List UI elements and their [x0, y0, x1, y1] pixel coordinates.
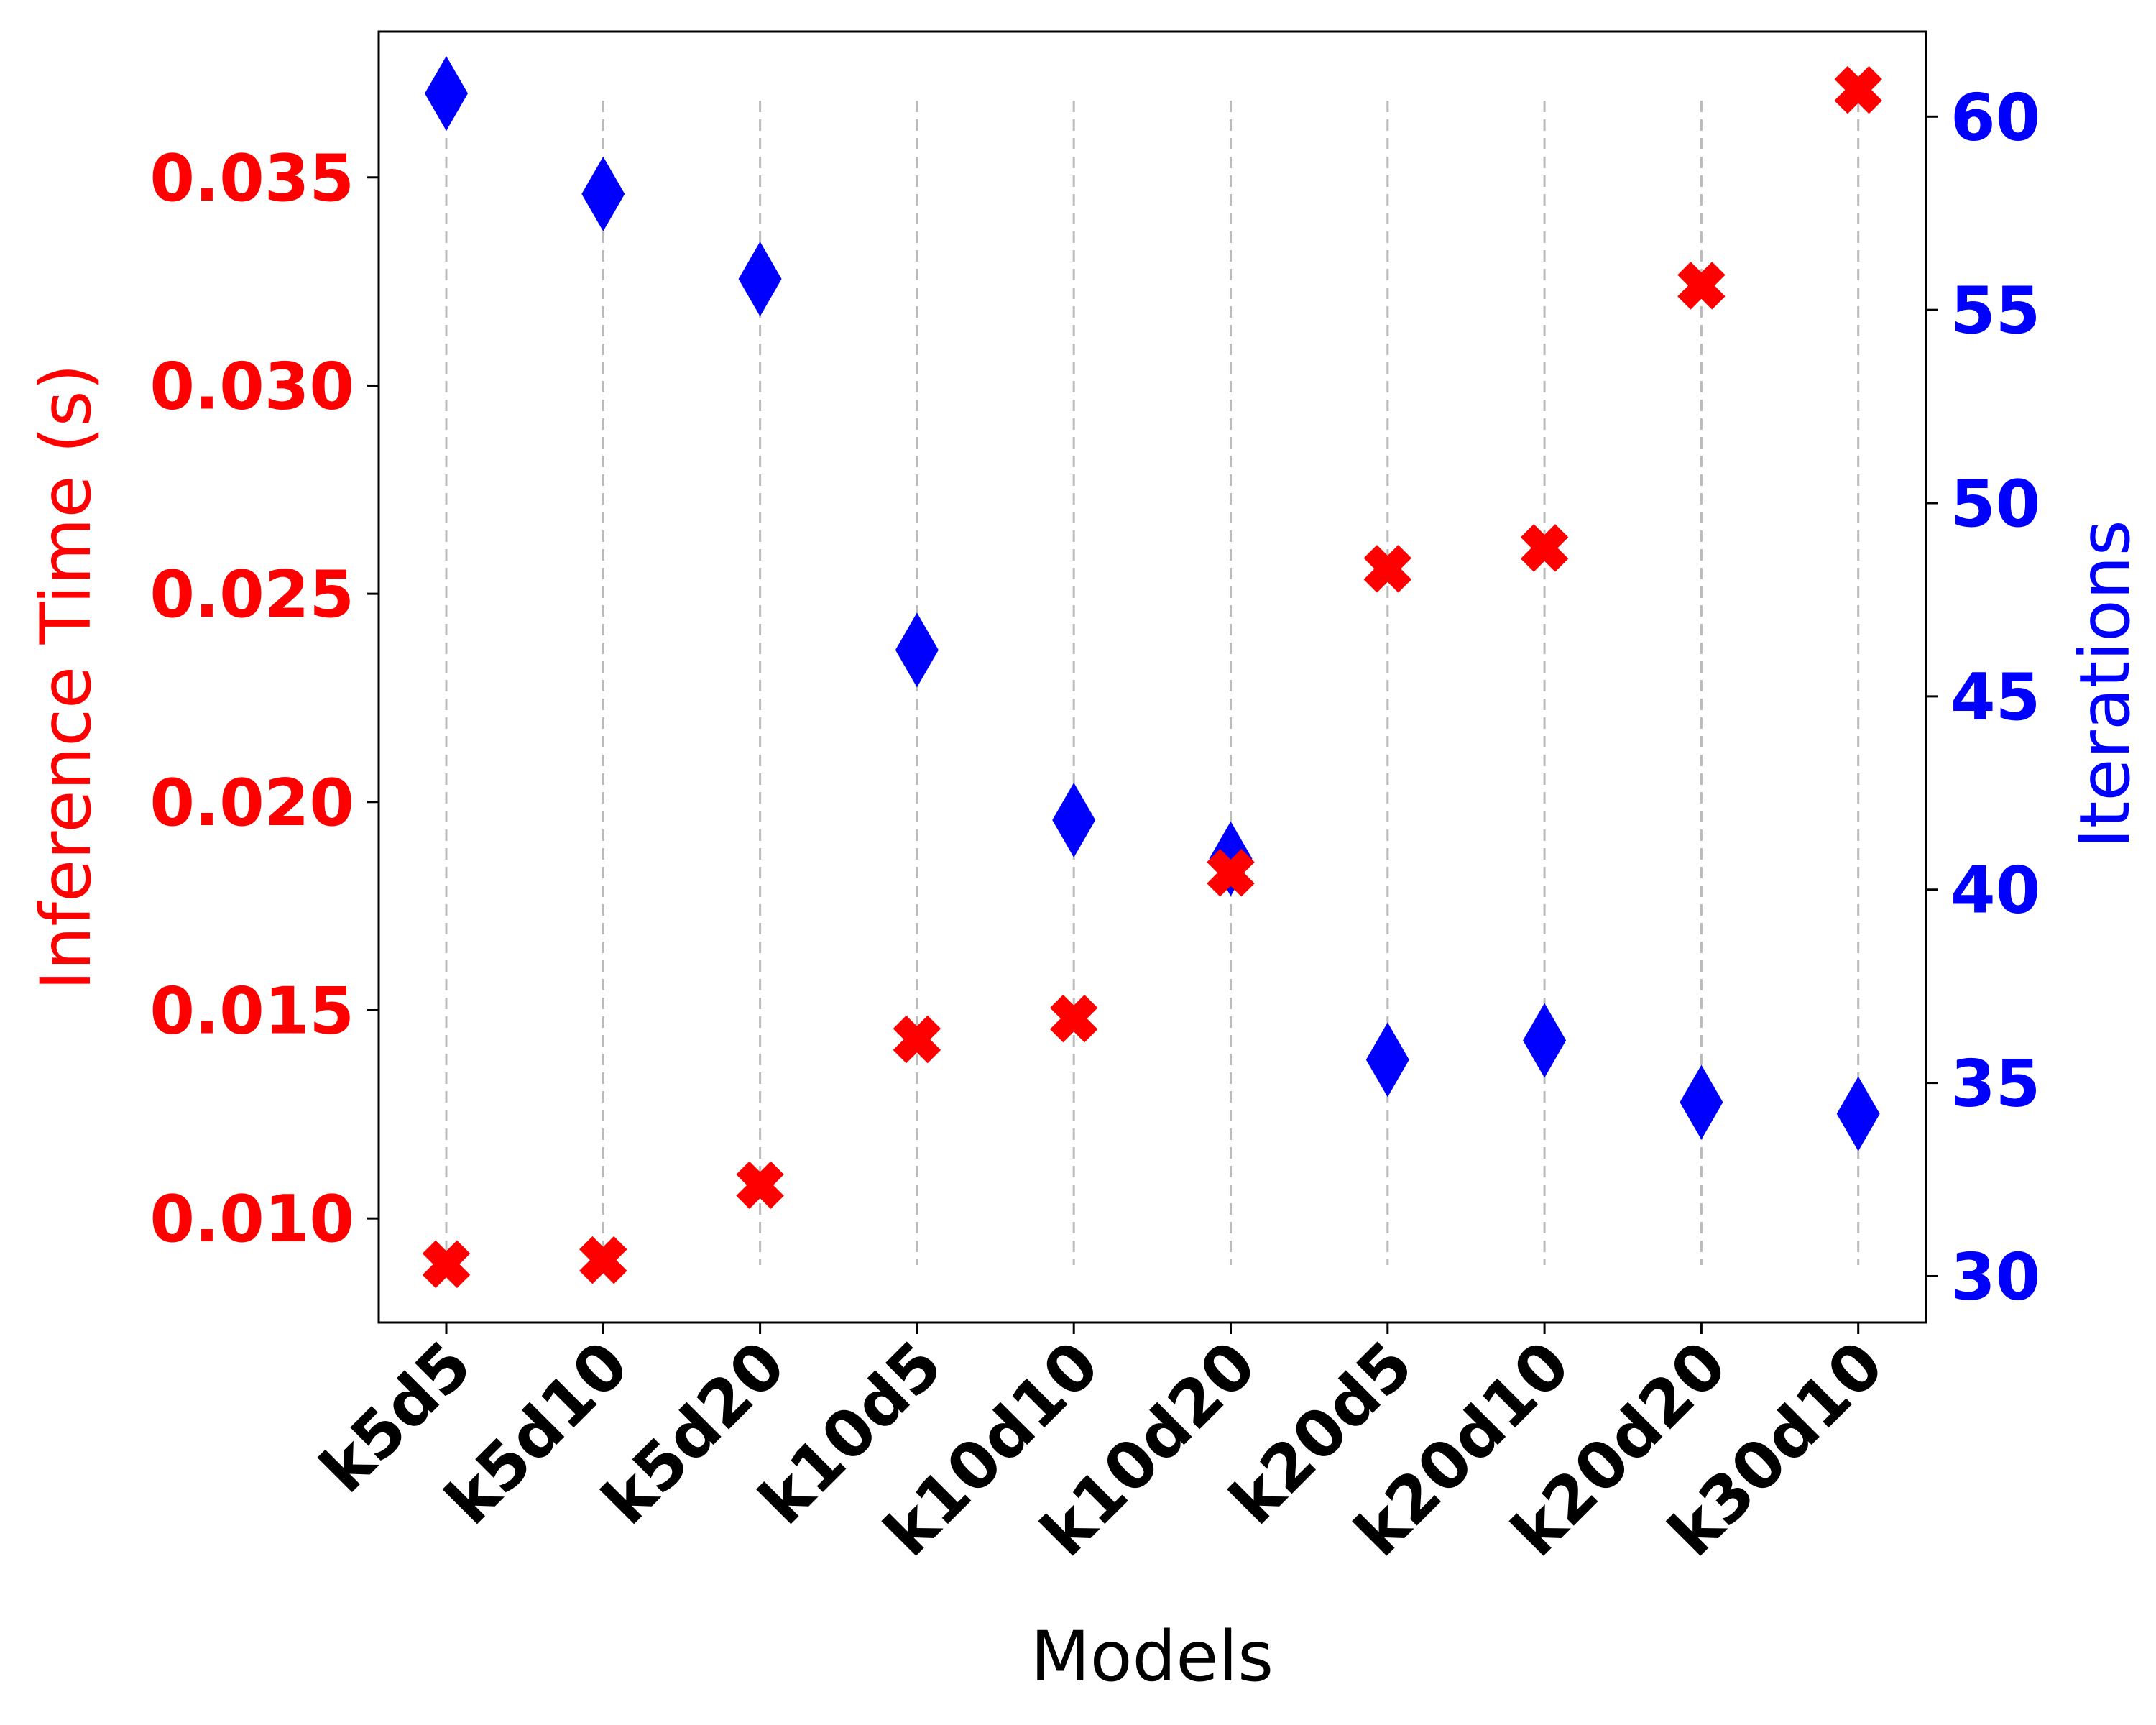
iterations-point [1365, 1022, 1409, 1098]
inference-time-point [1677, 262, 1726, 310]
inference-time-point [1363, 545, 1412, 593]
left-axis-label: Inference Time (s) [26, 364, 106, 990]
iterations-point [1680, 1064, 1723, 1140]
left-tick-label: 0.010 [149, 1182, 354, 1257]
x-axis-ticks: k5d5k5d10k5d20k10d5k10d10k10d20k20d5k20d… [306, 1322, 1898, 1571]
inference-time-point [893, 1015, 941, 1064]
right-tick-label: 50 [1950, 466, 2040, 542]
left-tick-label: 0.015 [149, 973, 354, 1049]
plot-area-frame [377, 30, 1927, 1324]
right-tick-label: 55 [1950, 273, 2040, 349]
right-axis-label: Iterations [2065, 520, 2145, 848]
iterations-markers [425, 56, 1880, 1151]
right-axis-ticks: 30 35 40 45 50 55 60 [1926, 80, 2040, 1315]
right-tick-label: 40 [1950, 853, 2040, 929]
grid-lines [445, 101, 1860, 1265]
iterations-point [1836, 1076, 1880, 1151]
inference-time-point [1520, 524, 1569, 572]
right-tick-label: 60 [1950, 80, 2040, 155]
left-tick-label: 0.030 [149, 349, 354, 424]
inference-time-point [1049, 994, 1098, 1043]
iterations-point [581, 156, 625, 231]
inference-time-point [1834, 65, 1882, 114]
left-axis-ticks: 0.010 0.015 0.020 0.025 0.030 0.035 [149, 141, 379, 1257]
inference-time-point [422, 1240, 471, 1289]
right-tick-label: 30 [1950, 1239, 2040, 1315]
right-tick-label: 35 [1950, 1046, 2040, 1122]
left-tick-label: 0.025 [149, 557, 354, 632]
iterations-point [1523, 1003, 1567, 1078]
inference-time-markers [422, 65, 1882, 1289]
inference-time-point [736, 1161, 784, 1210]
left-tick-label: 0.020 [149, 765, 354, 841]
iterations-point [425, 56, 468, 132]
left-tick-label: 0.035 [149, 141, 354, 216]
inference-time-point [1207, 849, 1255, 897]
right-tick-label: 45 [1950, 660, 2040, 735]
x-axis-label: Models [1031, 1616, 1273, 1697]
iterations-point [1052, 782, 1096, 857]
inference-time-point [579, 1236, 627, 1284]
iterations-point [895, 612, 939, 688]
iterations-point [738, 242, 782, 317]
